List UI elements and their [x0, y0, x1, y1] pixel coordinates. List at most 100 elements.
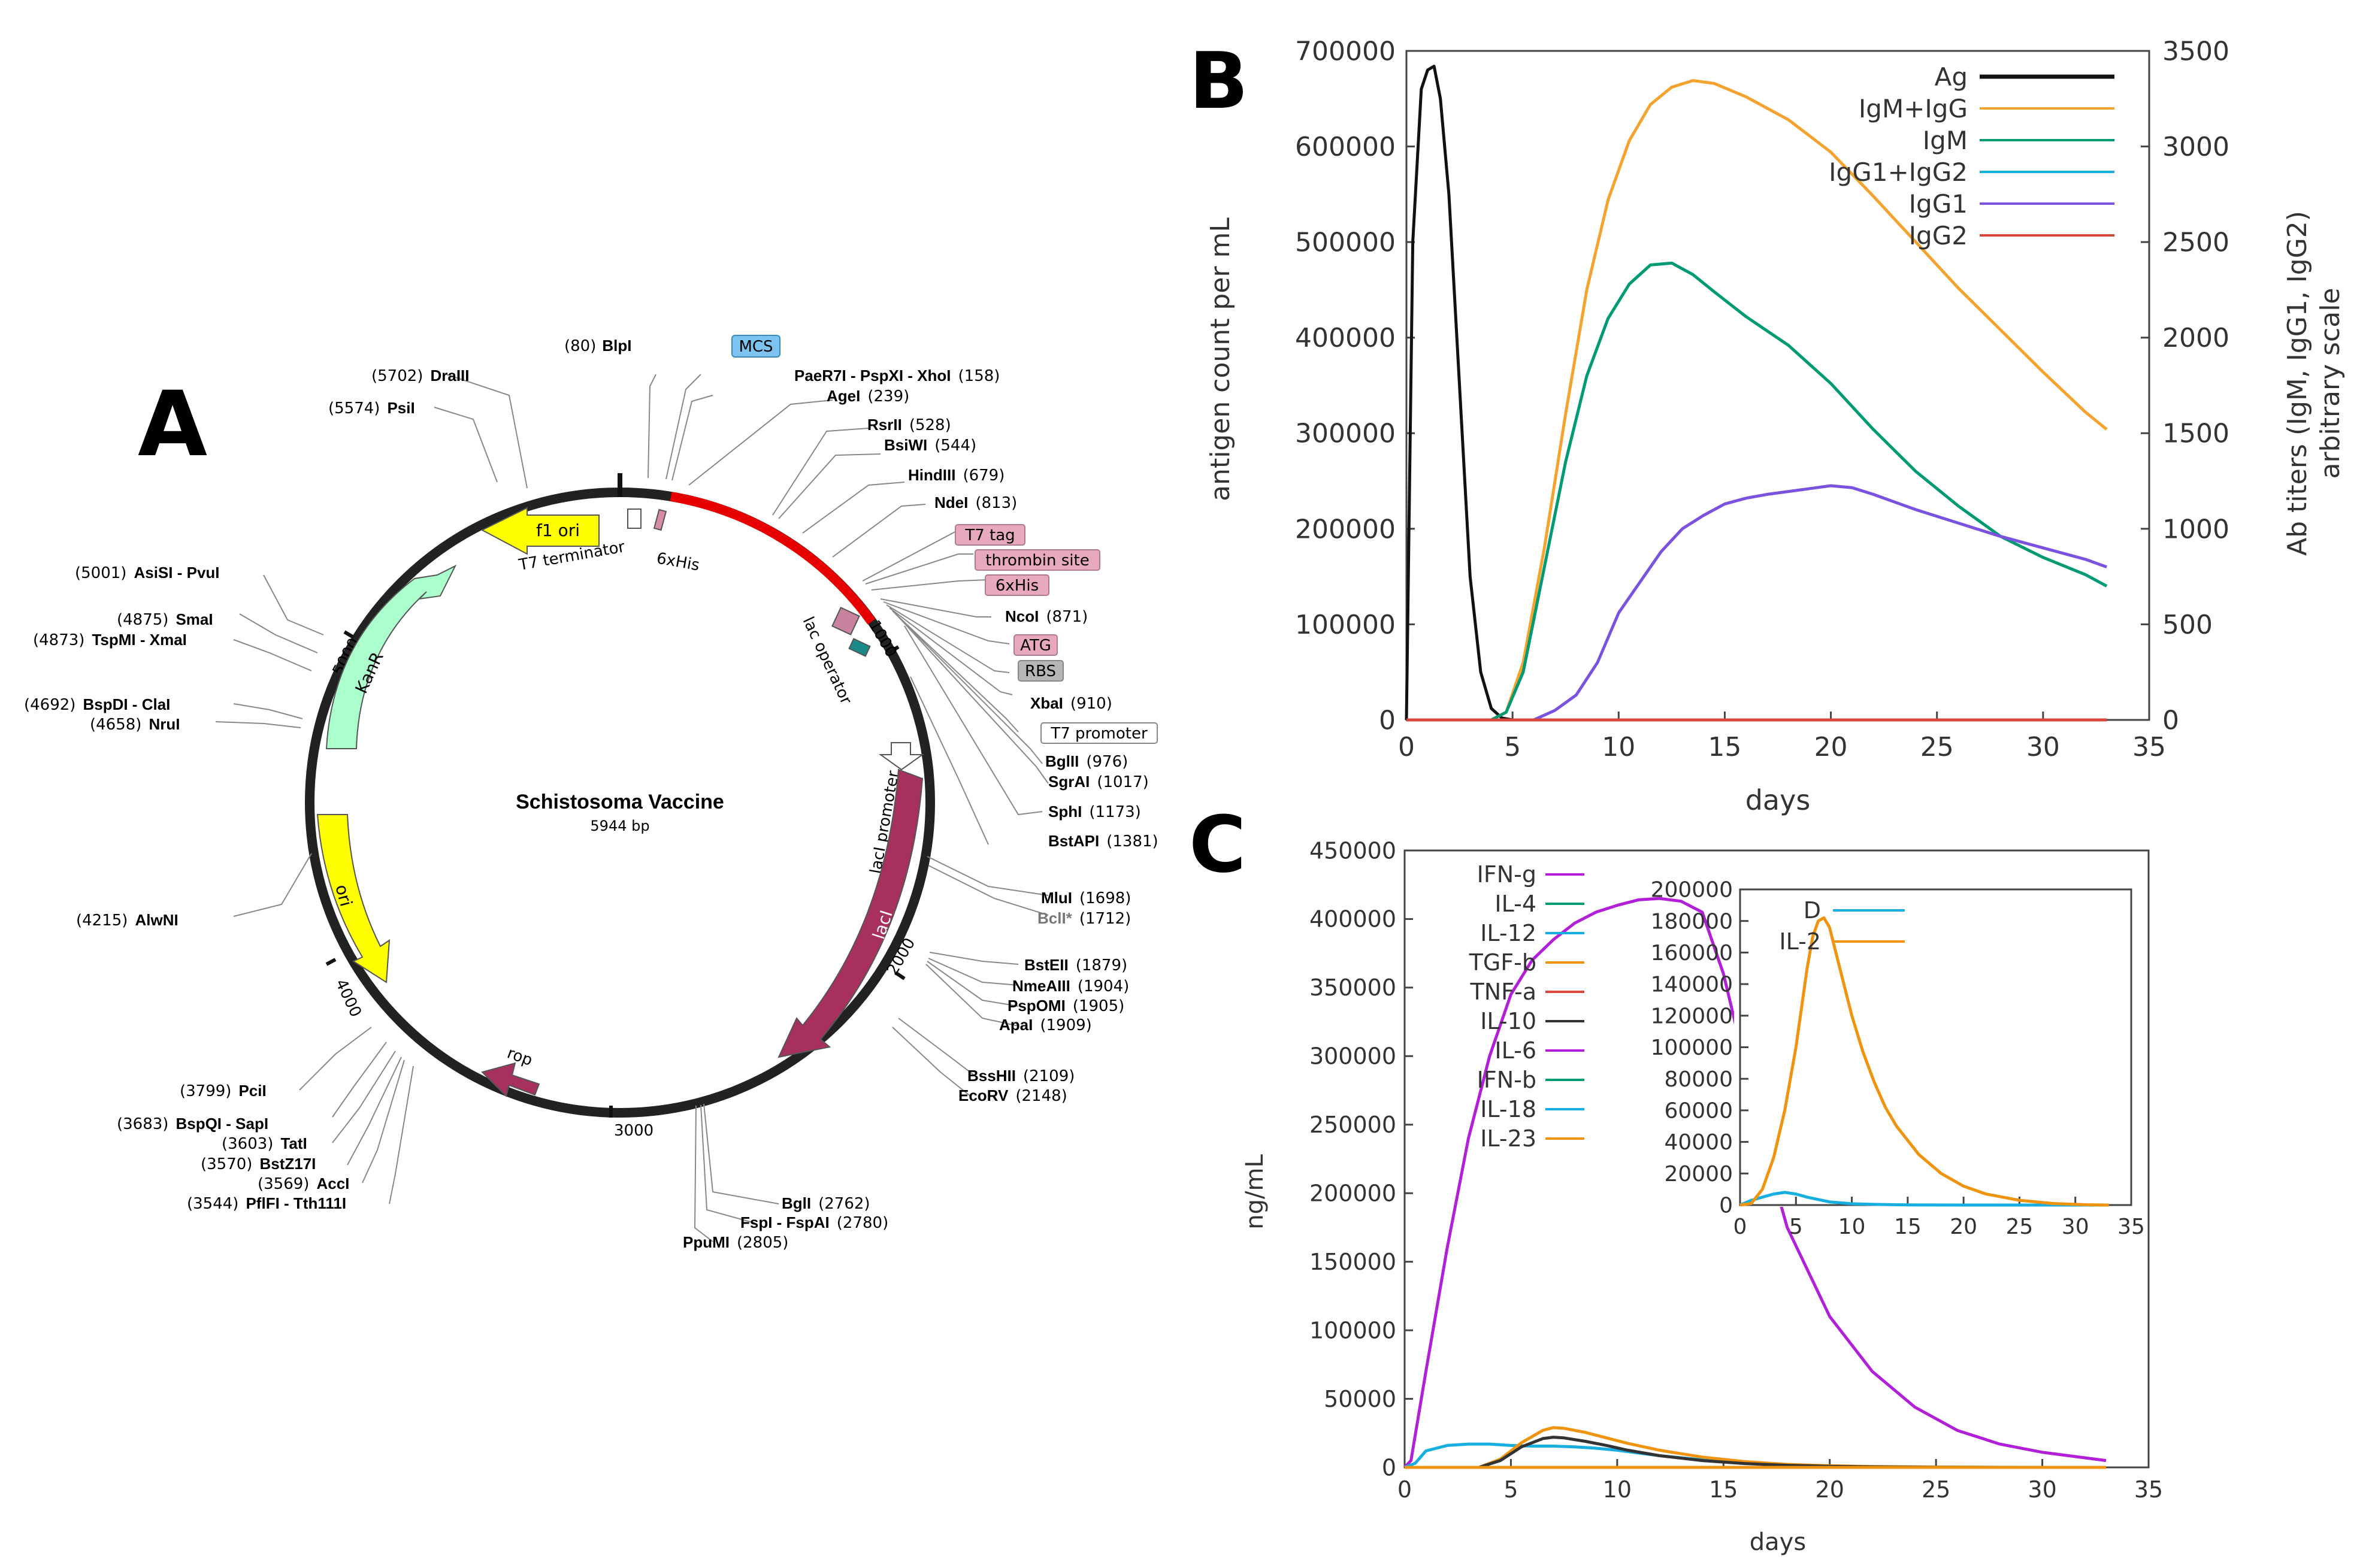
legend-label: IFN-b	[1477, 1067, 1536, 1093]
series-igm	[1406, 261, 2108, 722]
chart-c-inset-x-ticks: 0 5 10 15 20 25 30 35	[1733, 1197, 2145, 1239]
laci-promoter-arrow	[878, 742, 925, 771]
chart-c-inset-bg	[1734, 886, 2133, 1207]
legend-label: IgM	[1923, 126, 1968, 155]
y-tick-label: 3500	[2162, 36, 2229, 66]
legend-label: IL-23	[1480, 1125, 1536, 1152]
laci-feature: lacI	[777, 768, 924, 1058]
site-tspmi: (4873) TspMI - XmaI	[33, 631, 187, 649]
his6-label: 6xHis	[655, 549, 701, 574]
lac-operator-marker	[831, 607, 860, 635]
atg-box	[1013, 634, 1058, 656]
f1-ori-feature: f1 ori	[480, 507, 600, 555]
site-leaders	[215, 374, 1049, 1242]
site-nmeaiii: NmeAIII (1904)	[1012, 977, 1129, 995]
plasmid-name: Schistosoma Vaccine	[516, 791, 724, 813]
chart-c-series	[1403, 897, 2107, 1469]
his6-marker	[653, 508, 667, 531]
site-labels: (80) BlpI (5702) DraIII (5574) PsiI PaeR7I …	[24, 337, 1158, 1252]
legend-label: IFN-g	[1477, 861, 1536, 888]
ori-feature: ori	[316, 814, 391, 983]
site-alwni: (4215) AlwNI	[76, 911, 178, 930]
site-nrui: (4658) NruI	[90, 715, 180, 734]
plasmid-size: 5944 bp	[590, 818, 649, 834]
site-apai: ApaI (1909)	[999, 1016, 1092, 1034]
series-tgf-b	[1405, 1426, 2107, 1469]
rbs-label: RBS	[1025, 662, 1056, 680]
x-tick-label: 30	[2026, 732, 2060, 762]
site-ncoi: NcoI (871)	[1005, 607, 1088, 626]
x-tick-label: 25	[1920, 732, 1954, 762]
y-tick-label: 20000	[1664, 1162, 1733, 1186]
site-bstz17i: (3570) BstZ17I	[201, 1155, 316, 1173]
legend-label: TGF-b	[1469, 949, 1536, 976]
chart-b-ylabel-left: antigen count per mL	[1205, 217, 1236, 501]
feature-boxes: MCS T7 tag thrombin site 6xHis ATG RBS T…	[731, 335, 1158, 744]
legend-label: IL-6	[1494, 1037, 1536, 1064]
site-bsteii: BstEII (1879)	[1024, 956, 1127, 974]
site-ecorv: EcoRV (2148)	[958, 1086, 1067, 1105]
series-d	[1739, 1191, 2109, 1207]
y-tick-label: 100000	[1309, 1317, 1396, 1343]
site-bglii: BglII (976)	[1045, 752, 1128, 771]
series-ag	[1405, 65, 2107, 722]
y-tick-label: 1500	[2162, 419, 2229, 449]
panel-c: C 0 5 10 15 20 25 30 35 05000010000015000020000…	[1189, 799, 2163, 1556]
chart-b-xlabel: days	[1745, 784, 1811, 816]
site-bcli: BclI* (1712)	[1037, 909, 1131, 928]
legend-label: IL-12	[1480, 920, 1536, 946]
chart-c-legend: IFN-g IL-4 IL-12 TGF-b TNF-a IL-10 IL-6 IFN-b IL…	[1469, 861, 1584, 1152]
t7-promoter-marker	[848, 638, 871, 657]
site-agei: AgeI (239)	[827, 387, 909, 405]
f1-ori-label: f1 ori	[536, 520, 580, 540]
x-tick-label: 0	[1398, 732, 1415, 762]
thrombin-box	[975, 549, 1100, 571]
x-tick-label: 10	[1838, 1215, 1866, 1239]
y-tick-label: 40000	[1664, 1130, 1733, 1155]
x-tick-label: 0	[1733, 1215, 1747, 1239]
series-ifn-g	[1403, 897, 2107, 1469]
his6b-box	[985, 574, 1049, 596]
y-tick-label: 250000	[1309, 1112, 1396, 1138]
t7-terminator-marker	[627, 508, 642, 529]
x-tick-label: 5	[1789, 1215, 1803, 1239]
y-tick-label: 0	[1379, 705, 1396, 735]
y-tick-label: 600000	[1295, 132, 1396, 162]
chart-b-ylabel-right-1: Ab titers (IgM, IgG1, IgG2)	[2282, 211, 2313, 556]
legend-label: D	[1804, 897, 1821, 924]
chart-c-y-ticks: 0 50000 100000 150000 200000 250000 300000 3500…	[1309, 837, 1413, 1481]
y-tick-label: 300000	[1295, 419, 1396, 449]
site-fspi: FspI - FspAI (2780)	[740, 1213, 888, 1232]
y-tick-label: 160000	[1651, 941, 1733, 965]
y-tick-label: 450000	[1309, 837, 1396, 864]
y-tick-label: 200000	[1651, 878, 1733, 903]
chart-c-xlabel: days	[1750, 1528, 1806, 1556]
tick-3000: 3000	[609, 1106, 653, 1140]
y-tick-label: 80000	[1664, 1067, 1733, 1092]
insert-arc	[670, 492, 876, 625]
y-tick-label: 140000	[1651, 973, 1733, 997]
site-pflfi: (3544) PflFI - Tth111I	[187, 1194, 346, 1213]
y-tick-label: 300000	[1309, 1043, 1396, 1070]
tick-label-1000: 1000	[865, 617, 900, 661]
x-tick-label: 5	[1504, 732, 1521, 762]
x-tick-label: 10	[1602, 732, 1635, 762]
chart-c-inset-legend: D IL-2	[1779, 897, 1905, 955]
y-tick-label: 50000	[1324, 1386, 1396, 1412]
y-tick-label: 60000	[1664, 1099, 1733, 1124]
site-paer7i: PaeR7I - PspXI - XhoI (158)	[794, 367, 1000, 385]
chart-b-y2-ticks: 0 500 1000 1500 2000 2500 3000 3500	[2141, 36, 2229, 735]
tick-label-3000: 3000	[614, 1122, 653, 1140]
y-tick-label: 500000	[1295, 228, 1396, 258]
x-tick-label: 20	[1816, 1476, 1844, 1503]
x-tick-label: 0	[1397, 1476, 1412, 1503]
y-tick-label: 0	[2162, 705, 2179, 735]
y-tick-label: 400000	[1295, 323, 1396, 353]
site-sphi: SphI (1173)	[1048, 803, 1141, 821]
legend-label: TNF-a	[1470, 979, 1537, 1005]
series-il-2	[1739, 916, 2109, 1207]
rbs-box	[1018, 660, 1064, 682]
site-bgli: BglI (2762)	[782, 1194, 870, 1213]
y-tick-label: 120000	[1651, 1004, 1733, 1028]
y-tick-label: 150000	[1309, 1249, 1396, 1275]
